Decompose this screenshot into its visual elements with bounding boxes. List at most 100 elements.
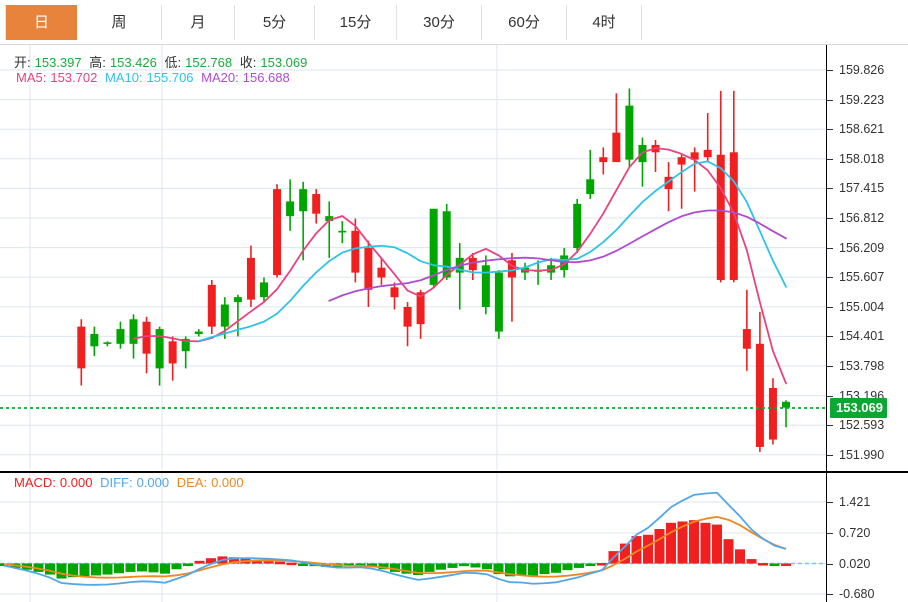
candle (246, 245, 255, 307)
high-value: 153.426 (109, 55, 157, 70)
price-axis-tick (827, 218, 833, 219)
period-tab-0[interactable]: 日 (5, 5, 77, 40)
candle (116, 321, 125, 349)
macd-histogram-bar (666, 522, 676, 564)
macd-histogram-bar (378, 563, 389, 570)
candle (625, 88, 634, 168)
ma-legend: MA5: 153.702 MA10: 155.706 MA20: 156.688 (16, 70, 294, 85)
price-axis-label: 154.401 (839, 329, 885, 344)
price-axis-label: 157.415 (839, 181, 885, 196)
macd-histogram-bar (631, 536, 642, 564)
candle-body (142, 321, 151, 354)
candle (77, 319, 86, 386)
candle-body (664, 176, 673, 190)
candle-body (429, 208, 438, 285)
price-axis-tick (827, 188, 833, 190)
period-tab-4[interactable]: 15分 (315, 5, 397, 40)
candle (273, 184, 282, 278)
candle-body (782, 401, 790, 408)
price-axis-label: 156.209 (839, 240, 885, 255)
period-tab-1[interactable]: 周 (77, 5, 162, 40)
price-axis-tick (827, 158, 833, 160)
candle-body (273, 189, 282, 276)
macd-legend: MACD: 0.000 DIFF: 0.000 DEA: 0.000 (14, 475, 248, 490)
period-tab-3[interactable]: 5分 (235, 5, 315, 40)
macd-chart-svg (0, 473, 826, 602)
candle (364, 240, 373, 307)
macd-histogram-bar (505, 563, 515, 577)
candle (299, 181, 308, 261)
price-axis-tick (827, 425, 833, 427)
candle (612, 93, 621, 163)
candle-body (442, 211, 451, 278)
macd-histogram-bar (746, 559, 757, 564)
candle-body (181, 338, 190, 352)
candle (90, 326, 99, 357)
price-axis-label: 153.798 (839, 359, 885, 373)
candle-body (612, 132, 621, 163)
period-tab-label: 5分 (262, 14, 287, 31)
candle-body (233, 297, 242, 303)
macd-histogram-bar (56, 563, 67, 579)
macd-histogram-bar (585, 563, 596, 566)
macd-histogram-bar (436, 563, 446, 570)
period-tab-6[interactable]: 60分 (482, 5, 567, 40)
candle (755, 311, 764, 452)
candle (677, 154, 686, 209)
price-axis-tick (827, 99, 833, 101)
candle-body (716, 154, 725, 280)
price-chart-pane[interactable] (0, 45, 826, 470)
macd-histogram-bar (424, 563, 435, 572)
macd-histogram-bar (171, 563, 182, 570)
macd-histogram-bar (194, 560, 205, 564)
open-value: 153.397 (34, 55, 82, 70)
candle-body (220, 304, 229, 327)
candle (782, 400, 790, 428)
price-axis-tick (827, 306, 833, 308)
period-tab-label: 周 (111, 14, 127, 31)
macd-histogram-bar (114, 563, 124, 574)
candle-body (755, 343, 764, 447)
candle (573, 198, 582, 253)
macd-histogram-bar (160, 563, 170, 574)
macd-histogram-bar (148, 563, 159, 573)
macd-histogram-bar (528, 563, 538, 576)
period-tab-label: 60分 (508, 14, 540, 31)
candle-body (416, 292, 425, 325)
macd-histogram-bar (689, 520, 699, 564)
price-chart-svg (0, 45, 826, 470)
candle-body (103, 342, 112, 344)
candle (742, 289, 751, 371)
candle-body (90, 333, 99, 347)
macd-histogram-bar (91, 563, 101, 576)
macd-axis-tick (827, 563, 833, 565)
macd-chart-pane[interactable] (0, 471, 826, 602)
price-axis-label: 159.223 (839, 92, 885, 107)
candle-body (129, 319, 138, 344)
macd-histogram-bar (723, 539, 734, 564)
period-tab-bar: 日 周 月 5分 15分 30分 60分 4时 (0, 0, 908, 45)
ma5-label: MA5: (16, 70, 47, 85)
price-axis-label: 159.826 (839, 63, 885, 77)
candle (638, 137, 647, 187)
candle-body (364, 248, 373, 290)
period-tab-7[interactable]: 4时 (567, 5, 642, 40)
candle-body (325, 216, 334, 222)
macd-histogram-bar (68, 563, 78, 578)
candle-body (246, 257, 255, 300)
candle-body (207, 284, 216, 327)
candle (429, 208, 438, 288)
period-tab-5[interactable]: 30分 (397, 5, 482, 40)
candle-body (403, 306, 412, 327)
price-axis-label: 158.621 (839, 122, 885, 137)
candle (599, 147, 608, 175)
macd-histogram-bar (562, 563, 573, 571)
candle (768, 378, 777, 445)
candle-body (299, 189, 308, 212)
period-tab-2[interactable]: 月 (162, 5, 235, 40)
candle (338, 221, 347, 244)
candle-body (507, 260, 516, 278)
candle-body (260, 282, 268, 298)
dea-label: DEA: (176, 475, 208, 490)
close-value: 153.069 (260, 55, 308, 70)
